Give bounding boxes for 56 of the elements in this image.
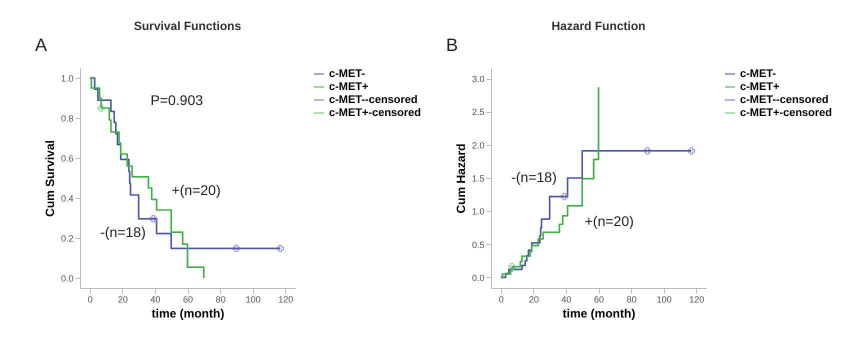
point [560,192,568,200]
legend-label: c-MET+ [329,81,368,93]
x-tick-label: 80 [216,294,226,304]
annotation: +(n=20) [584,213,634,229]
y-axis-title: Cum Survival [42,140,57,217]
x-tick-label: 100 [656,294,672,304]
y-tick-label: 2.0 [472,140,484,150]
legend-label: c-MET--censored [329,94,418,106]
legend-label: c-MET--censored [740,94,829,106]
x-tick-label: 20 [528,294,539,304]
y-tick-label: 1.5 [472,174,484,184]
x-tick-label: 120 [689,294,704,304]
y-tick-label: 1.0 [472,206,484,217]
y-tick-label: 3.0 [472,74,484,84]
x-tick-label: 40 [561,294,572,304]
x-tick-label: 0 [498,294,504,304]
point [150,215,157,222]
text: A [35,35,48,55]
x-tick-label: 100 [246,294,261,304]
annotation: +(n=20) [172,182,221,198]
legend-label: c-MET+-censored [740,107,832,119]
x-tick-label: 60 [182,294,194,304]
chart-title: Hazard Function [551,19,646,33]
text: B [446,35,458,55]
point [508,263,516,270]
point [232,244,240,252]
x-axis-title: time (month) [152,306,224,320]
point [644,147,652,154]
chart-title: Survival Functions [134,19,242,33]
x-tick-label: 40 [150,294,160,304]
annotation: P=0.903 [150,92,204,108]
y-tick-label: 0.4 [60,194,74,204]
point [98,104,105,112]
point [688,147,696,154]
y-tick-label: 2.5 [472,107,484,118]
point [276,244,284,252]
annotation: -(n=18) [511,169,557,185]
legend-label: c-MET- [740,68,776,80]
x-tick-label: 20 [118,294,128,304]
x-tick-label: 80 [626,294,637,304]
y-tick-label: 1.0 [60,74,74,84]
legend-label: c-MET+-censored [329,107,421,119]
y-tick-label: 0.0 [472,272,484,283]
y-tick-label: 0.2 [60,234,74,244]
y-tick-label: 0.0 [60,274,74,284]
y-axis-title: Cum Hazard [454,143,468,214]
y-tick-label: 0.5 [472,240,484,250]
x-tick-label: 60 [594,294,604,304]
x-tick-label: 120 [278,294,294,304]
y-tick-label: 0.6 [60,154,74,164]
x-axis-title: time (month) [562,306,636,320]
annotation: -(n=18) [100,224,146,240]
legend-label: c-MET- [329,68,366,80]
y-tick-label: 0.8 [60,114,74,124]
x-tick-label: 0 [88,294,93,304]
legend-label: c-MET+ [740,81,780,93]
